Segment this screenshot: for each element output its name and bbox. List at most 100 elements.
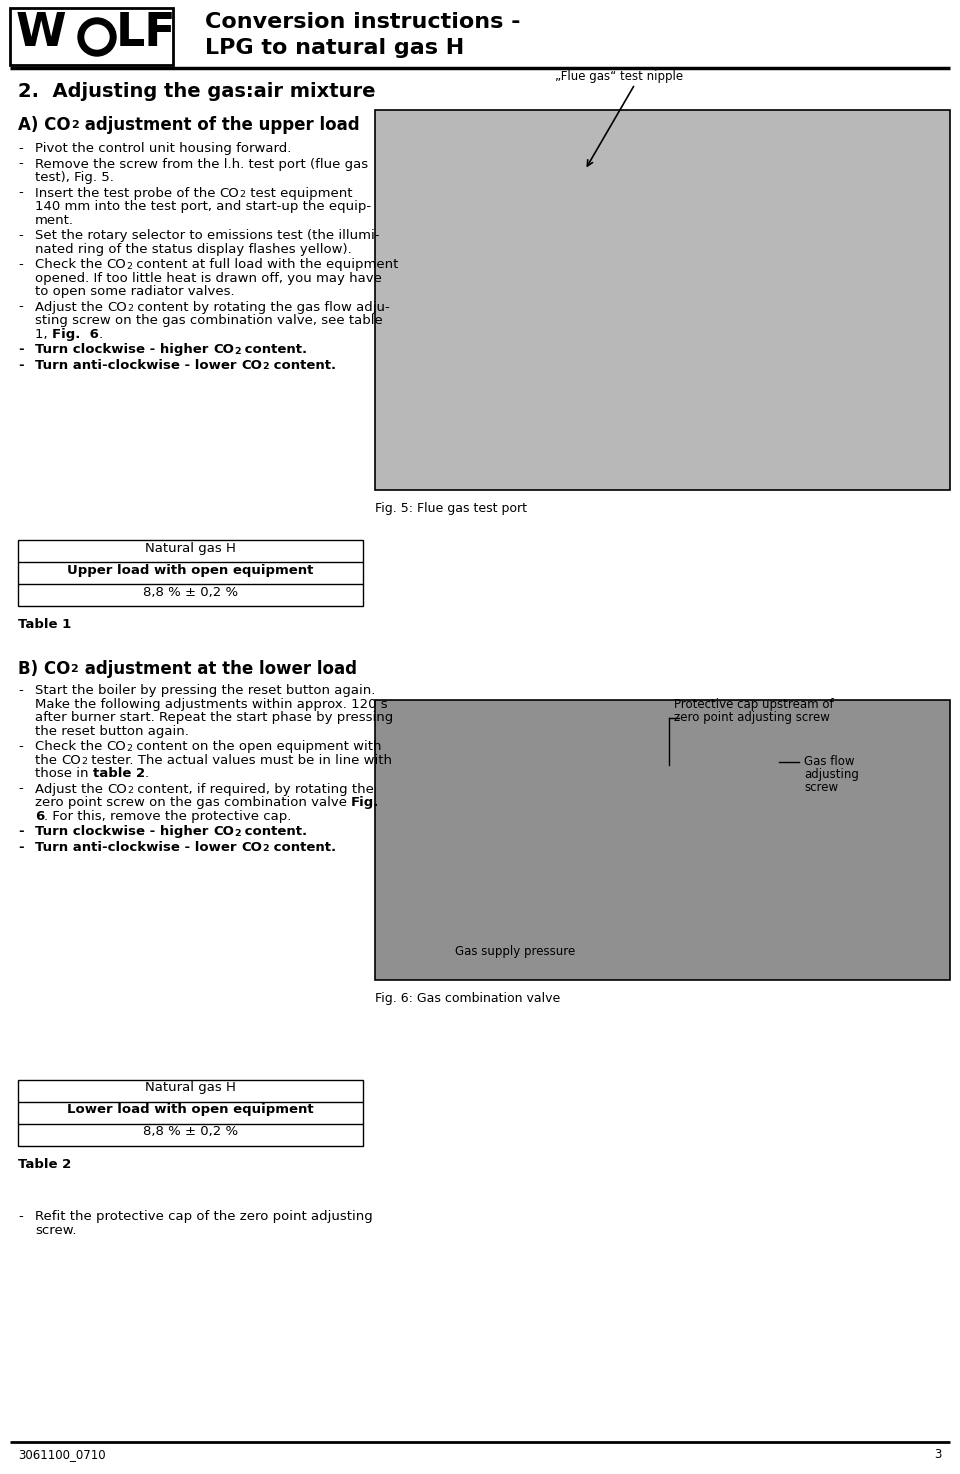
Text: 8,8 % ± 0,2 %: 8,8 % ± 0,2 % [143,585,238,598]
Text: LPG to natural gas H: LPG to natural gas H [205,38,465,57]
Circle shape [78,18,116,56]
Bar [375,700,950,980]
Text: ment.: ment. [35,214,74,227]
Text: 140 mm into the test port, and start-up the equip-: 140 mm into the test port, and start-up … [35,200,372,214]
Text: Check the: Check the [35,740,107,753]
Text: A) CO: A) CO [18,116,71,134]
Text: Fig. 6: Gas combination valve: Fig. 6: Gas combination valve [375,992,561,1005]
Text: -: - [18,343,24,357]
Text: those in: those in [35,766,93,780]
Text: content on the open equipment with: content on the open equipment with [132,740,382,753]
Text: Natural gas H: Natural gas H [145,541,236,554]
Text: Fig.: Fig. [351,796,379,809]
Text: 2.  Adjusting the gas:air mixture: 2. Adjusting the gas:air mixture [18,83,375,102]
Text: Turn clockwise - higher: Turn clockwise - higher [35,343,213,357]
Text: CO: CO [108,783,127,796]
Text: the: the [35,753,61,766]
Text: tester. The actual values must be in line with: tester. The actual values must be in lin… [87,753,392,766]
Text: CO: CO [220,187,239,199]
Bar [18,1080,363,1145]
Text: after burner start. Repeat the start phase by pressing: after burner start. Repeat the start pha… [35,710,394,724]
Text: content.: content. [269,840,336,853]
Text: CO: CO [213,825,234,839]
Text: 6: 6 [35,809,44,822]
Text: -: - [18,228,23,242]
Text: 3061100_0710: 3061100_0710 [18,1447,106,1461]
Text: CO: CO [107,258,127,271]
Text: content, if required, by rotating the: content, if required, by rotating the [133,783,373,796]
Text: -: - [18,258,23,271]
Text: CO: CO [61,753,81,766]
Text: Pivot the control unit housing forward.: Pivot the control unit housing forward. [35,142,292,155]
Text: Protective cap upstream of: Protective cap upstream of [674,699,833,710]
Text: content.: content. [269,358,336,371]
Text: -: - [18,825,24,839]
Text: 2: 2 [127,261,132,271]
Circle shape [85,25,109,49]
Text: Remove the screw from the l.h. test port (flue gas: Remove the screw from the l.h. test port… [35,158,368,171]
Text: 2: 2 [234,828,241,837]
Text: test), Fig. 5.: test), Fig. 5. [35,171,114,184]
Text: 2: 2 [71,119,79,130]
Text: to open some radiator valves.: to open some radiator valves. [35,284,234,298]
Text: 2: 2 [127,743,132,753]
Text: 2: 2 [234,346,241,355]
Text: the reset button again.: the reset button again. [35,725,189,737]
Text: Table 2: Table 2 [18,1159,71,1170]
Text: -: - [18,740,23,753]
Text: nated ring of the status display flashes yellow).: nated ring of the status display flashes… [35,243,351,255]
Text: Upper load with open equipment: Upper load with open equipment [67,563,314,576]
Text: Gas supply pressure: Gas supply pressure [455,945,575,958]
Text: .: . [99,327,103,340]
Text: -: - [18,783,23,796]
Text: sting screw on the gas combination valve, see table: sting screw on the gas combination valve… [35,314,383,327]
Text: Turn anti-clockwise - lower: Turn anti-clockwise - lower [35,840,241,853]
Text: Check the: Check the [35,258,107,271]
Text: Conversion instructions -: Conversion instructions - [205,12,520,32]
Text: 3: 3 [935,1447,942,1461]
Text: 2: 2 [262,845,269,853]
Text: CO: CO [241,840,262,853]
Text: .: . [145,766,149,780]
Text: 2: 2 [127,304,133,312]
Text: -: - [18,1210,23,1223]
Text: content by rotating the gas flow adju-: content by rotating the gas flow adju- [133,301,390,314]
Text: CO: CO [241,358,262,371]
Text: „Flue gas“ test nipple: „Flue gas“ test nipple [555,69,684,83]
Text: zero point screw on the gas combination valve: zero point screw on the gas combination … [35,796,351,809]
Text: Adjust the: Adjust the [35,301,108,314]
Text: Gas flow: Gas flow [804,755,854,768]
Text: LF: LF [116,10,177,56]
Text: screw: screw [804,781,838,794]
Text: . For this, remove the protective cap.: . For this, remove the protective cap. [44,809,292,822]
Text: -: - [18,840,24,853]
Text: Fig.  6: Fig. 6 [52,327,99,340]
Text: content.: content. [241,825,307,839]
Text: CO: CO [213,343,234,357]
Text: zero point adjusting screw: zero point adjusting screw [674,710,829,724]
Text: Turn clockwise - higher: Turn clockwise - higher [35,825,213,839]
Text: CO: CO [107,740,127,753]
Text: Make the following adjustments within approx. 120 s: Make the following adjustments within ap… [35,697,388,710]
Text: Lower load with open equipment: Lower load with open equipment [67,1104,314,1116]
Text: adjustment of the upper load: adjustment of the upper load [80,116,360,134]
Bar [10,7,173,65]
Text: -: - [18,158,23,171]
Text: Natural gas H: Natural gas H [145,1082,236,1095]
Text: -: - [18,301,23,314]
Text: 2: 2 [239,190,246,199]
Text: Insert the test probe of the: Insert the test probe of the [35,187,220,199]
Text: adjusting: adjusting [804,768,859,781]
Text: 8,8 % ± 0,2 %: 8,8 % ± 0,2 % [143,1126,238,1138]
Text: -: - [18,142,23,155]
Text: opened. If too little heat is drawn off, you may have: opened. If too little heat is drawn off,… [35,271,382,284]
Text: -: - [18,187,23,199]
Text: 2: 2 [81,758,87,766]
Text: adjustment at the lower load: adjustment at the lower load [79,660,357,678]
Text: W: W [16,10,66,56]
Text: test equipment: test equipment [246,187,352,199]
Text: Adjust the: Adjust the [35,783,108,796]
Text: Fig. 5: Flue gas test port: Fig. 5: Flue gas test port [375,503,527,514]
Text: content at full load with the equipment: content at full load with the equipment [132,258,398,271]
Text: 2: 2 [262,363,269,371]
